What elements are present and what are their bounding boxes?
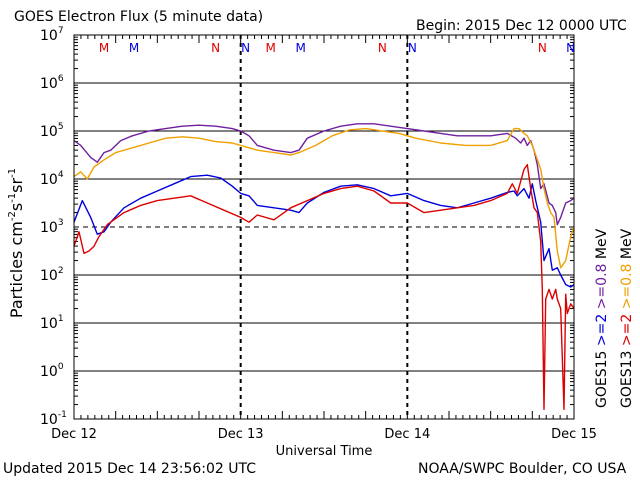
y-label-exp2: -1	[7, 193, 18, 203]
legend-entry: >=0.8	[594, 264, 610, 314]
legend-column: GOES15 >=2 >=0.8 MeV	[594, 228, 610, 408]
y-tick-label: 101	[40, 314, 64, 332]
y-label-sr: sr	[7, 178, 26, 193]
x-tick-label: Dec 14	[384, 427, 430, 442]
y-tick-label: 100	[40, 362, 64, 380]
marker-label: N	[378, 41, 387, 55]
axis-ticks	[74, 35, 574, 419]
plot-frame	[73, 34, 575, 420]
series-line-3	[73, 163, 575, 411]
y-label-exp3: -1	[7, 168, 18, 178]
x-tick-labels: Dec 12 Dec 13 Dec 14 Dec 15	[51, 427, 597, 442]
legend-entry: MeV	[594, 228, 610, 263]
legend-entry: GOES15	[594, 351, 610, 408]
y-label-exp1: -2	[7, 211, 18, 221]
y-label-main: Particles cm	[7, 221, 26, 318]
series-layer	[73, 123, 575, 411]
legend-entry: >=2	[619, 314, 635, 351]
x-tick-label: Dec 13	[218, 427, 264, 442]
marker-label: M	[295, 41, 305, 55]
x-tick-label: Dec 15	[551, 427, 597, 442]
x-axis-label: Universal Time	[276, 444, 373, 459]
y-axis-label: Particles cm-2s-1sr-1	[7, 168, 26, 318]
y-tick-label: 103	[40, 218, 64, 236]
y-tick-label: 106	[40, 74, 64, 92]
marker-label: M	[265, 41, 275, 55]
marker-label: N	[538, 41, 547, 55]
begin-time-label: Begin: 2015 Dec 12 0000 UTC	[416, 18, 627, 34]
marker-label: M	[129, 41, 139, 55]
legend-entry: MeV	[619, 228, 635, 263]
y-tick-label: 10-1	[40, 410, 67, 428]
series-line-1	[73, 127, 575, 269]
y-tick-labels: 107 106 105 104 103 102 101 100 10-1	[40, 26, 67, 428]
legend-entry: >=2	[594, 314, 610, 351]
series-line-0	[73, 123, 575, 226]
marker-label: N	[566, 41, 575, 55]
x-tick-label: Dec 12	[51, 427, 97, 442]
series-line-2	[73, 174, 575, 288]
y-tick-label: 107	[40, 26, 64, 44]
marker-label: M	[99, 41, 109, 55]
credit-text: NOAA/SWPC Boulder, CO USA	[418, 461, 627, 477]
chart-title: GOES Electron Flux (5 minute data)	[14, 9, 264, 25]
legend-entry: >=0.8	[619, 264, 635, 314]
y-tick-label: 105	[40, 122, 64, 140]
marker-label: N	[241, 41, 250, 55]
legend-entry: GOES13	[619, 351, 635, 408]
day-boundary-lines	[239, 35, 409, 419]
y-tick-label: 102	[40, 266, 64, 284]
marker-label: N	[211, 41, 220, 55]
legend-column: GOES13 >=2 >=0.8 MeV	[619, 228, 635, 408]
y-tick-label: 104	[40, 170, 64, 188]
marker-label: N	[408, 41, 417, 55]
updated-timestamp: Updated 2015 Dec 14 23:56:02 UTC	[3, 461, 257, 477]
grid-lines	[74, 82, 574, 372]
y-label-s: s	[7, 203, 26, 211]
